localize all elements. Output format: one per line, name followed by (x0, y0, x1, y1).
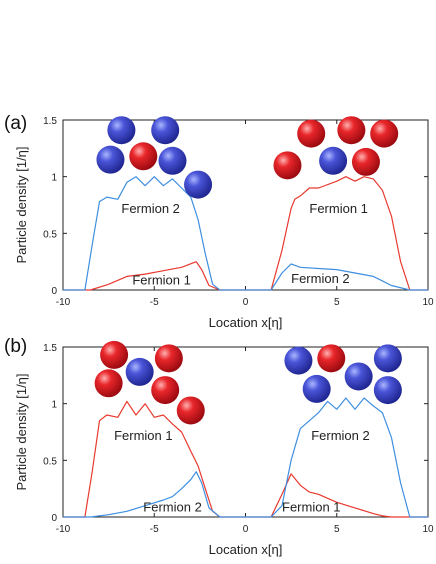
x-tick-label: 10 (422, 524, 434, 535)
y-tick-label: 1 (51, 400, 57, 411)
x-tick-label: -5 (150, 524, 159, 535)
red-particle-sphere (151, 376, 180, 405)
red-particle-sphere (317, 344, 346, 373)
red-particle-sphere (337, 116, 366, 145)
blue-particle-sphere (96, 145, 125, 174)
blue-particle-sphere (107, 116, 136, 145)
y-tick-label: 0 (51, 286, 57, 297)
x-axis-label: Location x[η] (209, 542, 283, 557)
blue-particle-sphere (125, 357, 154, 386)
blue-particle-sphere (302, 374, 331, 403)
panel-1: -10 -5 0 5 10 0 0.5 1 1.5 Fermion 1 Fermion 2 Fermi… (4, 336, 434, 557)
red-particle-sphere (351, 147, 380, 176)
blue-particle-sphere (158, 146, 187, 175)
y-axis-label: Particle density [1/η] (14, 146, 29, 263)
red-particle-sphere (273, 151, 302, 180)
x-axis-label: Location x[η] (209, 315, 283, 330)
y-tick-label: 1.5 (43, 116, 57, 127)
blue-particle-sphere (151, 116, 180, 145)
series-line-fermion-2 (63, 176, 428, 291)
series-annotation: Fermion 1 (114, 428, 173, 443)
blue-particle-sphere (344, 362, 373, 391)
panel-0: -10 -5 0 5 10 0 0.5 1 1.5 Fermion 2 Fermion 1 Fermi… (4, 113, 434, 330)
series-annotation: Fermion 1 (309, 201, 368, 216)
series-annotation: Fermion 1 (282, 499, 341, 514)
series-annotation: Fermion 2 (311, 428, 370, 443)
x-tick-label: 5 (334, 297, 340, 308)
blue-particle-sphere (373, 344, 402, 373)
blue-particle-sphere (373, 376, 402, 405)
red-particle-sphere (94, 369, 123, 398)
x-tick-label: -10 (56, 524, 71, 535)
blue-particle-sphere (284, 346, 313, 375)
series-annotation: Fermion 2 (291, 271, 350, 286)
red-particle-sphere (176, 396, 205, 425)
y-tick-label: 0 (51, 513, 57, 524)
series-annotation: Fermion 1 (132, 272, 191, 287)
series-line-fermion-2 (63, 397, 428, 518)
red-particle-sphere (129, 142, 158, 171)
red-particle-sphere (370, 119, 399, 148)
panel-label: (a) (4, 113, 27, 134)
blue-particle-sphere (184, 170, 213, 199)
x-tick-label: 0 (243, 524, 249, 535)
x-tick-label: 10 (422, 297, 434, 308)
series-line-fermion-1 (63, 176, 428, 291)
y-tick-label: 0.5 (43, 229, 57, 240)
y-tick-label: 0.5 (43, 456, 57, 467)
series-line-fermion-1 (63, 400, 428, 518)
series-annotation: Fermion 2 (121, 201, 180, 216)
y-tick-label: 1 (51, 173, 57, 184)
blue-particle-sphere (319, 146, 348, 175)
red-particle-sphere (154, 344, 183, 373)
panel-label: (b) (4, 336, 27, 357)
x-tick-label: 0 (243, 297, 249, 308)
y-tick-label: 1.5 (43, 343, 57, 354)
y-axis-label: Particle density [1/η] (14, 373, 29, 490)
plot-frame (62, 119, 429, 291)
red-particle-sphere (100, 340, 129, 369)
red-particle-sphere (297, 119, 326, 148)
x-tick-label: -10 (56, 297, 71, 308)
x-tick-label: 5 (334, 524, 340, 535)
series-annotation: Fermion 2 (143, 499, 202, 514)
x-tick-label: -5 (150, 297, 159, 308)
